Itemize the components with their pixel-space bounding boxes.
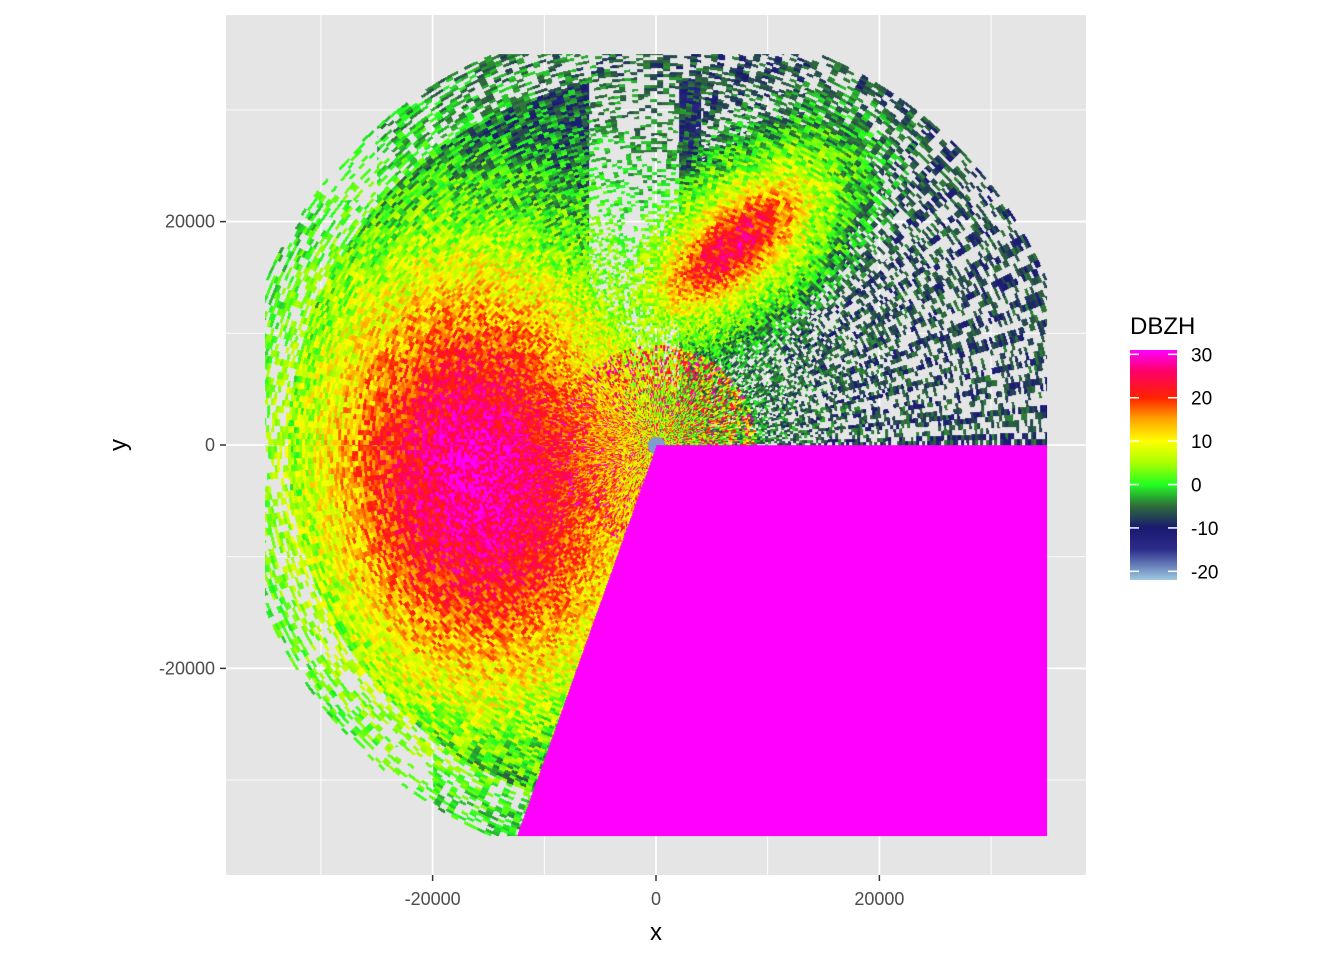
y-tick-label: 0 — [205, 435, 215, 455]
y-tick-label: -20000 — [159, 658, 215, 678]
reflectivity-raster — [265, 54, 1048, 837]
x-axis-title: x — [650, 919, 662, 946]
legend-break-label: 20 — [1191, 389, 1212, 410]
x-tick-label: 0 — [651, 889, 661, 909]
legend-title: DBZH — [1130, 313, 1195, 340]
x-tick-label: 20000 — [854, 889, 904, 909]
x-tick-label: -20000 — [405, 889, 461, 909]
y-axis-title: y — [105, 439, 132, 451]
x-axis: -20000 0 20000 — [405, 875, 904, 909]
legend-break-label: 10 — [1191, 432, 1212, 453]
legend-colorbar — [1130, 350, 1177, 580]
legend-break-label: 0 — [1191, 476, 1202, 497]
y-tick-label: 20000 — [165, 212, 215, 232]
y-axis: -20000 0 20000 — [159, 212, 226, 678]
legend-break-label: 30 — [1191, 345, 1212, 366]
reflectivity-image — [265, 54, 1048, 837]
legend-ticks: 30 20 10 0 -10 -20 — [1130, 345, 1218, 583]
legend-break-label: -10 — [1191, 519, 1218, 540]
legend-break-label: -20 — [1191, 562, 1218, 583]
legend: DBZH 30 20 10 0 -10 -20 — [1130, 313, 1218, 583]
